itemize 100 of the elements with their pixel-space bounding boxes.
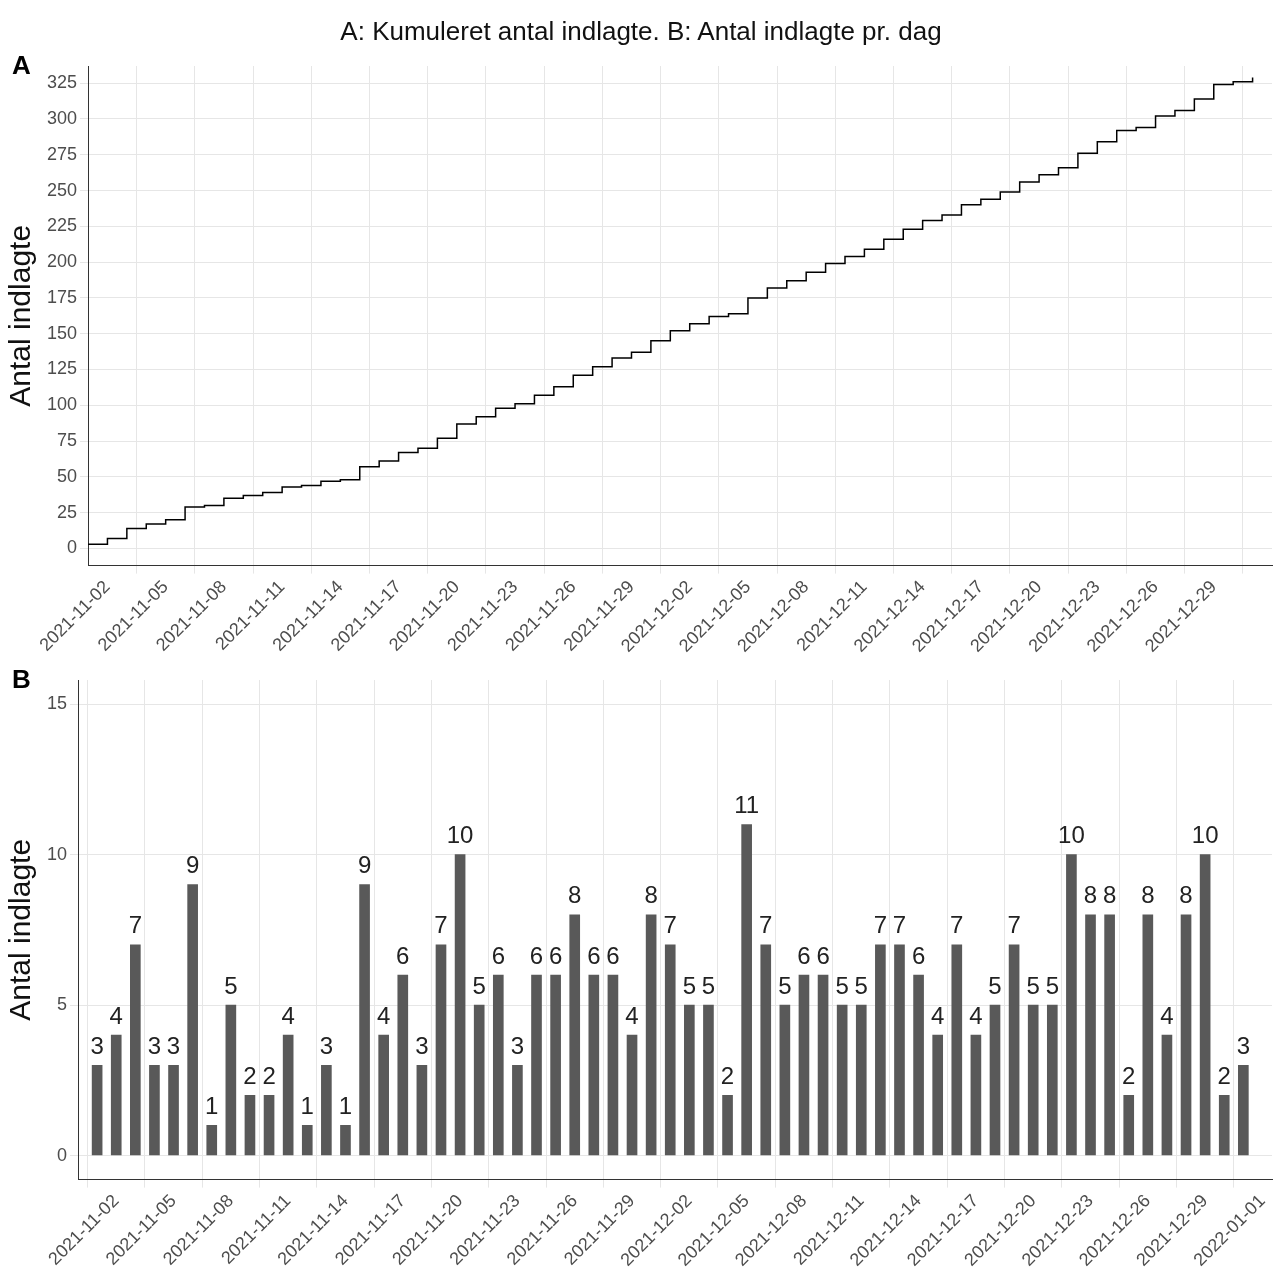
- data-label: 4: [281, 1001, 295, 1029]
- data-label: 1: [300, 1092, 314, 1120]
- data-label: 5: [701, 971, 716, 999]
- bar: [492, 974, 504, 1156]
- y-tick-label: 300: [46, 107, 78, 128]
- bar: [1218, 1095, 1230, 1156]
- data-label: 2: [720, 1061, 735, 1089]
- text: B: [12, 664, 31, 695]
- bar: [1085, 914, 1096, 1156]
- y-tick-label: 75: [57, 430, 78, 451]
- data-label: 5: [854, 971, 868, 999]
- data-label: 8: [644, 881, 658, 909]
- data-label: 7: [950, 911, 964, 939]
- data-label: 7: [892, 911, 907, 939]
- data-label: 7: [759, 911, 773, 939]
- bar: [989, 1004, 1001, 1156]
- bar: [913, 974, 924, 1156]
- bar: [435, 944, 447, 1156]
- bar: [340, 1125, 351, 1156]
- data-label: 7: [873, 911, 888, 939]
- data-label: 7: [1007, 911, 1021, 939]
- bar: [703, 1004, 714, 1156]
- bar: [607, 974, 619, 1156]
- data-label: 3: [147, 1031, 162, 1059]
- bar: [359, 884, 370, 1156]
- bar: [206, 1125, 218, 1156]
- bar: [187, 884, 198, 1156]
- bar: [1161, 1034, 1173, 1156]
- data-label: 9: [185, 851, 200, 879]
- data-label: 6: [911, 941, 926, 969]
- bar: [817, 974, 829, 1156]
- bar: [168, 1064, 179, 1156]
- data-label: 5: [224, 971, 238, 999]
- data-label: 1: [338, 1092, 353, 1120]
- data-label: 7: [128, 911, 143, 939]
- data-label: 8: [1102, 881, 1117, 909]
- bar: [1199, 854, 1211, 1156]
- bar: [1104, 914, 1115, 1156]
- data-label: 8: [1179, 881, 1193, 909]
- data-label: 5: [1026, 971, 1040, 999]
- bar: [110, 1034, 122, 1156]
- bar: [684, 1004, 695, 1156]
- bar: [512, 1064, 523, 1156]
- bar: [741, 824, 752, 1156]
- bar: [1027, 1004, 1039, 1156]
- bar: [244, 1095, 256, 1156]
- bar: [550, 974, 561, 1156]
- y-axis-title: Antal indlagte: [3, 224, 37, 407]
- data-label: 3: [90, 1031, 104, 1059]
- data-label: 5: [472, 971, 486, 999]
- bar: [454, 854, 466, 1156]
- bar: [760, 944, 772, 1156]
- data-label: 6: [816, 941, 830, 969]
- data-label: 6: [529, 941, 544, 969]
- bar: [1180, 914, 1192, 1156]
- bar: [1008, 944, 1020, 1156]
- bar: [664, 944, 676, 1156]
- bar: [1046, 1004, 1058, 1156]
- y-tick-label: 10: [46, 843, 68, 864]
- data-label: 4: [109, 1001, 123, 1029]
- bar: [875, 944, 886, 1156]
- data-label: 4: [969, 1001, 983, 1029]
- bar: [932, 1034, 944, 1156]
- y-tick-label: 25: [57, 501, 78, 522]
- text: A: [12, 50, 31, 81]
- data-label: 6: [396, 941, 410, 969]
- bar: [588, 974, 600, 1156]
- y-tick-label: 250: [46, 179, 78, 200]
- data-label: 6: [548, 941, 563, 969]
- bar: [970, 1034, 982, 1156]
- bar: [282, 1034, 294, 1156]
- bar: [149, 1064, 160, 1156]
- data-label: 2: [1217, 1061, 1231, 1089]
- bar: [531, 974, 542, 1156]
- data-label: 3: [1236, 1031, 1251, 1059]
- bar: [951, 944, 963, 1156]
- data-label: 6: [491, 941, 505, 969]
- data-label: 6: [797, 941, 811, 969]
- bar: [722, 1095, 733, 1156]
- data-label: 5: [988, 971, 1002, 999]
- y-tick-label: 150: [46, 322, 78, 343]
- bar: [798, 974, 810, 1156]
- y-tick-label: 275: [46, 143, 78, 164]
- bar: [225, 1004, 237, 1156]
- data-label: 4: [1160, 1001, 1174, 1029]
- y-tick-label: 225: [46, 215, 78, 236]
- bar: [416, 1064, 428, 1156]
- bar: [1238, 1064, 1249, 1156]
- bar: [1142, 914, 1154, 1156]
- data-label: 5: [835, 971, 849, 999]
- bar: [397, 974, 409, 1156]
- bar: [569, 914, 581, 1156]
- data-label: 11: [734, 791, 760, 819]
- data-label: 9: [357, 851, 372, 879]
- chart-title: A: Kumuleret antal indlagte. B: Antal indlagte pr. dag: [339, 15, 943, 46]
- bar: [91, 1064, 103, 1156]
- data-label: 4: [625, 1001, 639, 1029]
- bar: [378, 1034, 390, 1156]
- y-tick-label: 50: [57, 465, 78, 486]
- y-tick-label: 0: [57, 1144, 68, 1165]
